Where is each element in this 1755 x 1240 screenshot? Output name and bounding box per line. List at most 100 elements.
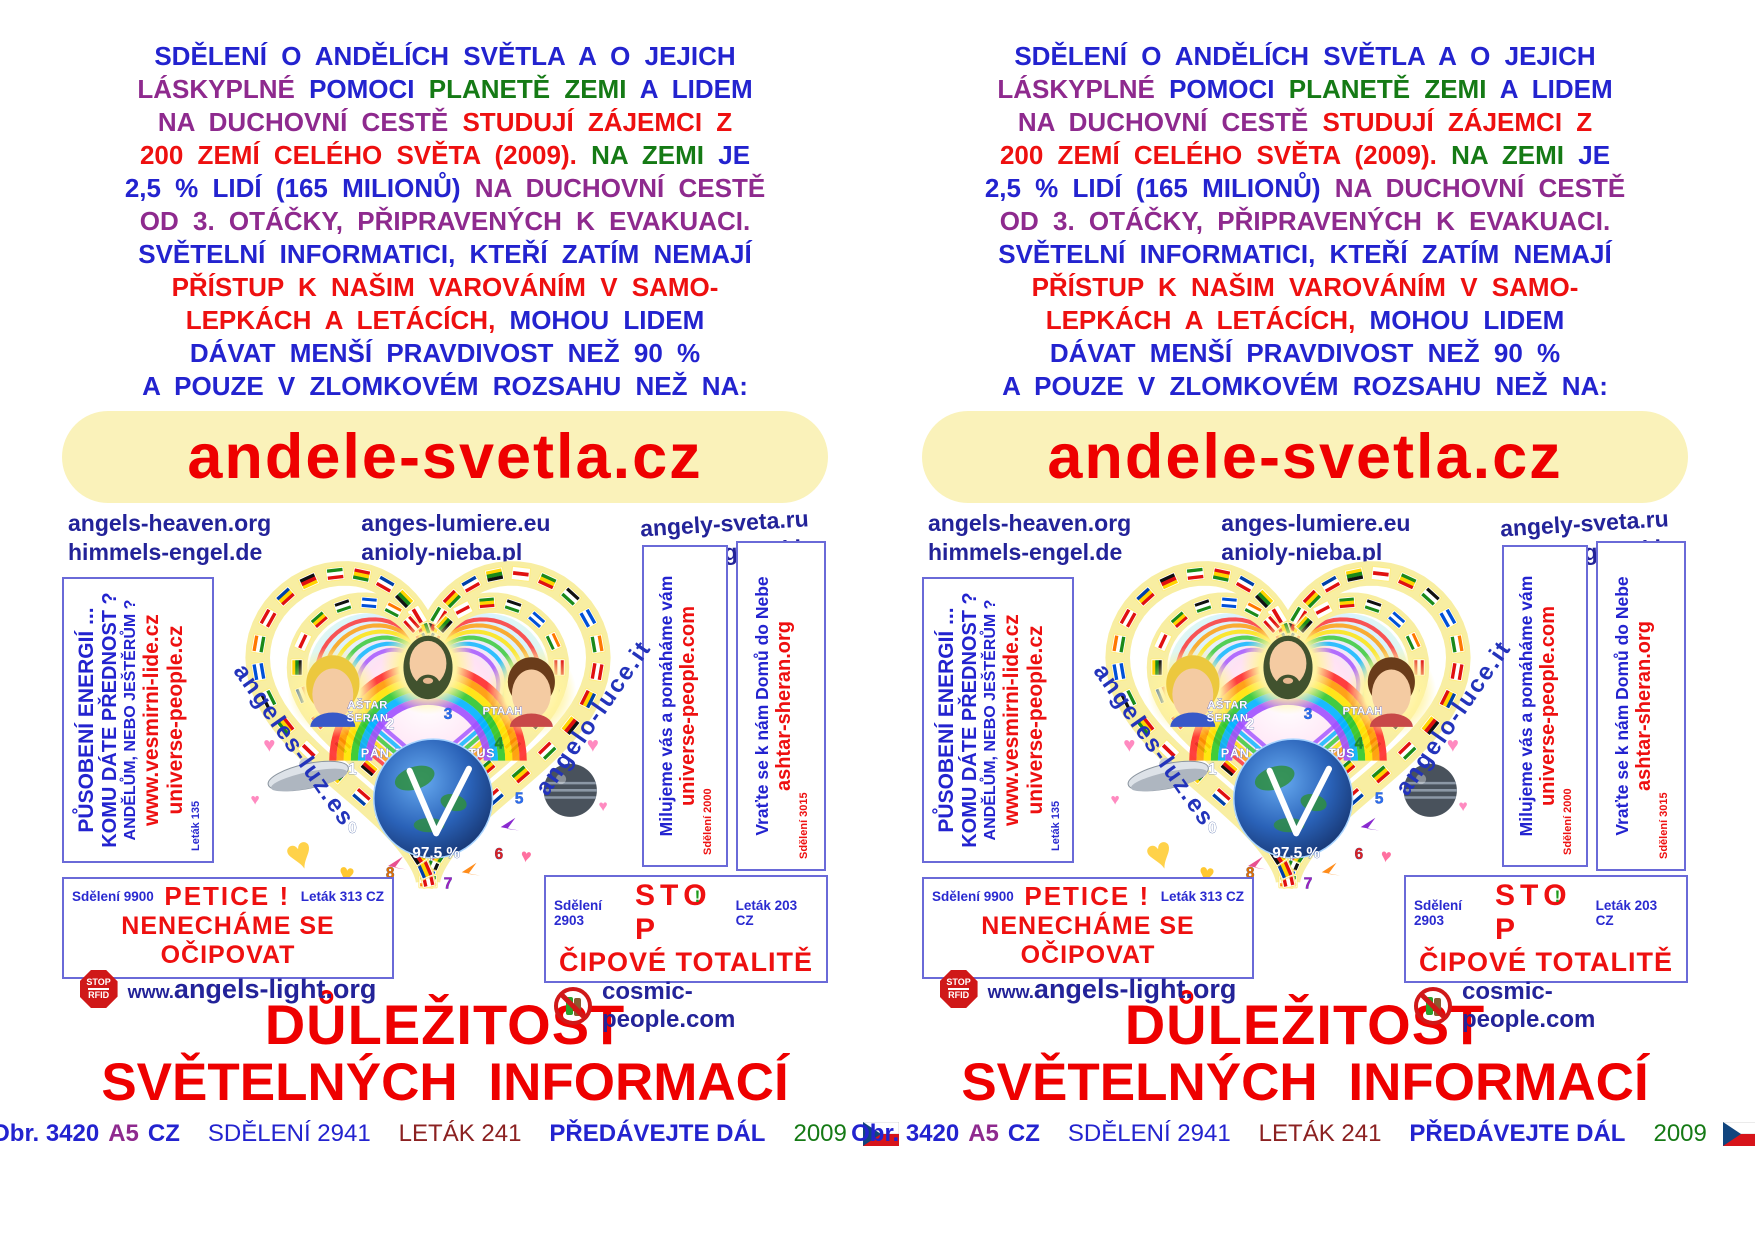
intro-segment: NA DUCHOVNÍ CESTĚ bbox=[157, 107, 449, 137]
label-ashtar: AŠTAR bbox=[1207, 698, 1247, 711]
intro-line: LEPKÁCH A LETÁCÍCH, MOHOU LIDEM bbox=[922, 304, 1688, 337]
intro-line: 200 ZEMÍ CELÉHO SVĚTA (2009). NA ZEMI JE bbox=[62, 139, 828, 172]
mirror-column: anges-lumiere.eu anioly-nieba.pl bbox=[1221, 509, 1410, 571]
flag-icon bbox=[1386, 609, 1408, 631]
sdeleni-note: Sdělení 2903 bbox=[554, 898, 603, 928]
evolution-dial: 0 1 2 3 4 5 6 7 8 bbox=[1208, 706, 1384, 893]
headline-line2: SVĚTELNÝCH INFORMACÍ bbox=[101, 1052, 789, 1112]
intro-segment: DÁVAT MENŠÍ PRAVDIVOST NEŽ 90 % bbox=[1049, 338, 1561, 368]
heart-icon: ♥ bbox=[250, 792, 259, 809]
flag-icon bbox=[1362, 597, 1384, 615]
dial-number: 7 bbox=[1304, 875, 1313, 892]
site-cosmic-people: cosmic-people.com bbox=[602, 978, 736, 1033]
flag-icon bbox=[577, 606, 599, 630]
main-domain: andele-svetla.cz bbox=[1047, 422, 1563, 492]
intro-line: LEPKÁCH A LETÁCÍCH, MOHOU LIDEM bbox=[62, 304, 828, 337]
portrait-ptaah bbox=[1346, 647, 1437, 738]
site-angels-light: angels-light.org bbox=[1033, 973, 1237, 1004]
letak-note: Leták 313 CZ bbox=[300, 889, 384, 904]
flag-icon bbox=[392, 587, 416, 611]
mirror-site: angels-heaven.org bbox=[928, 510, 1132, 536]
flag-icon bbox=[1370, 565, 1392, 582]
portrait-jesus bbox=[380, 620, 476, 715]
mirror-column: angels-heaven.org himmels-engel.de bbox=[928, 509, 1131, 571]
dial-number: 5 bbox=[515, 791, 524, 808]
clock-hands bbox=[1266, 765, 1333, 837]
footer-segment: 2009 bbox=[1653, 1119, 1707, 1147]
intro-paragraph: SDĚLENÍ O ANDĚLÍCH SVĚTLA A O JEJICH LÁSK… bbox=[62, 40, 828, 403]
flag-icon bbox=[1219, 595, 1239, 611]
intro-segment: LÁSKYPLNÉ bbox=[137, 74, 295, 104]
dial-number: 3 bbox=[1304, 706, 1313, 723]
stop-rfid-icon: STOP RFID bbox=[939, 970, 978, 1008]
mirror-column: angels-heaven.org himmels-engel.de bbox=[68, 509, 271, 571]
dial-number: 2 bbox=[386, 716, 395, 733]
flag-icon bbox=[257, 687, 279, 711]
intro-line: 2,5 % LIDÍ (165 MILIONŮ) NA DUCHOVNÍ CES… bbox=[62, 172, 828, 205]
dial-number: 8 bbox=[386, 865, 395, 882]
stop-chip-box: Sdělení 2903 STO! P Leták 203 CZ ČIPOVÉ T… bbox=[1404, 875, 1688, 1033]
heart-icon: ♥ bbox=[263, 733, 275, 756]
green-bang: ! bbox=[1554, 887, 1561, 907]
sdeleni-note: Sdělení 2000 bbox=[702, 788, 714, 855]
intro-segment: PŘÍSTUP K NAŠIM VAROVÁNÍM V SAMO- bbox=[1031, 272, 1579, 302]
truth-percentage: 97,5 % bbox=[1272, 845, 1320, 862]
site-universe-people-cz: universe-people.cz bbox=[163, 625, 187, 815]
dove-icons bbox=[388, 817, 520, 876]
intro-line: SDĚLENÍ O ANDĚLÍCH SVĚTLA A O JEJICH bbox=[922, 40, 1688, 73]
flag-icon bbox=[577, 687, 599, 711]
flag-icon bbox=[440, 587, 464, 611]
intro-segment: PŘÍSTUP K NAŠIM VAROVÁNÍM V SAMO- bbox=[171, 272, 719, 302]
ufo-saucer-icon bbox=[267, 757, 349, 792]
intro-line: LÁSKYPLNÉ POMOCI PLANETĚ ZEMI A LIDEM bbox=[62, 73, 828, 106]
dial-number: 0 bbox=[348, 820, 357, 837]
flag-icon bbox=[477, 595, 497, 611]
flag-icon bbox=[535, 739, 559, 762]
intro-line: OD 3. OTÁČKY, PŘIPRAVENÝCH K EVAKUACI. bbox=[62, 205, 828, 238]
flag-icon bbox=[452, 600, 474, 620]
intro-segment: POMOCI bbox=[1169, 74, 1275, 104]
leaflet-sheet: SDĚLENÍ O ANDĚLÍCH SVĚTLA A O JEJICH LÁSK… bbox=[851, 26, 1755, 1148]
intro-segment: JE bbox=[1578, 140, 1611, 170]
petition-box: Sdělení 9900 PETICE ! Leták 313 CZ NENEC… bbox=[62, 877, 394, 1008]
love-box: Milujeme vás a pomáháme vám universe-peo… bbox=[642, 545, 728, 867]
sdeleni-note: Sdělení 3015 bbox=[798, 792, 810, 859]
green-bang: ! bbox=[694, 887, 701, 907]
label-ptaah: PTAAH bbox=[1342, 706, 1382, 718]
intro-segment: A POUZE V ZLOMKOVÉM ROZSAHU NEŽ NA: bbox=[142, 371, 748, 401]
site-vesmirni-lide: www.vesmirni-lide.cz bbox=[999, 614, 1023, 826]
flag-icon bbox=[526, 609, 548, 631]
intro-line: SVĚTELNÍ INFORMATICI, KTEŘÍ ZATÍM NEMAJÍ bbox=[922, 238, 1688, 271]
flag-icon bbox=[535, 571, 559, 592]
energy-box: PŮSOBENÍ ENERGIÍ ... KOMU DÁTE PŘEDNOST … bbox=[62, 577, 214, 863]
flag-icon bbox=[1192, 597, 1214, 615]
heart-icon: ♥ bbox=[1123, 733, 1135, 756]
intro-segment: LÁSKYPLNÉ bbox=[997, 74, 1155, 104]
bottom-boxes: Sdělení 9900 PETICE ! Leták 313 CZ NENEC… bbox=[922, 875, 1688, 1033]
dial-number: 4 bbox=[1355, 735, 1364, 752]
dial-number: 8 bbox=[1246, 865, 1255, 882]
mirror-column: anges-lumiere.eu anioly-nieba.pl bbox=[361, 509, 550, 571]
energy-box-line: KOMU DÁTE PŘEDNOST ? bbox=[958, 592, 981, 848]
footer-segment: A5 bbox=[968, 1119, 999, 1147]
page: SDĚLENÍ O ANDĚLÍCH SVĚTLA A O JEJICH LÁSK… bbox=[0, 0, 1755, 1148]
flag-icon bbox=[1395, 571, 1419, 592]
footer-segment: SDĚLENÍ 2941 bbox=[1067, 1119, 1231, 1147]
flag-icon bbox=[1448, 661, 1466, 683]
flag-icon bbox=[1157, 739, 1181, 762]
site-universe-people-com: universe-people.com bbox=[1537, 605, 1559, 807]
home-box-message: Vraťte se k nám Domů do Nebe bbox=[752, 576, 772, 836]
flag-icon bbox=[1168, 609, 1190, 631]
intro-segment: PLANETĚ ZEMI bbox=[1288, 74, 1487, 104]
flag-icon bbox=[250, 633, 268, 655]
flag-icon bbox=[308, 609, 330, 631]
footer-segment: PŘEDÁVEJTE DÁL bbox=[549, 1119, 766, 1147]
intro-line: NA DUCHOVNÍ CESTĚ STUDUJÍ ZÁJEMCI Z bbox=[922, 106, 1688, 139]
site-angels-light: angels-light.org bbox=[173, 973, 377, 1004]
intro-segment: JE bbox=[718, 140, 751, 170]
portrait-ashtar bbox=[1147, 647, 1238, 738]
intro-line: SVĚTELNÍ INFORMATICI, KTEŘÍ ZATÍM NEMAJÍ bbox=[62, 238, 828, 271]
flag-icon bbox=[1319, 573, 1343, 595]
flag-icon bbox=[543, 630, 563, 653]
flag-icon bbox=[274, 585, 297, 608]
